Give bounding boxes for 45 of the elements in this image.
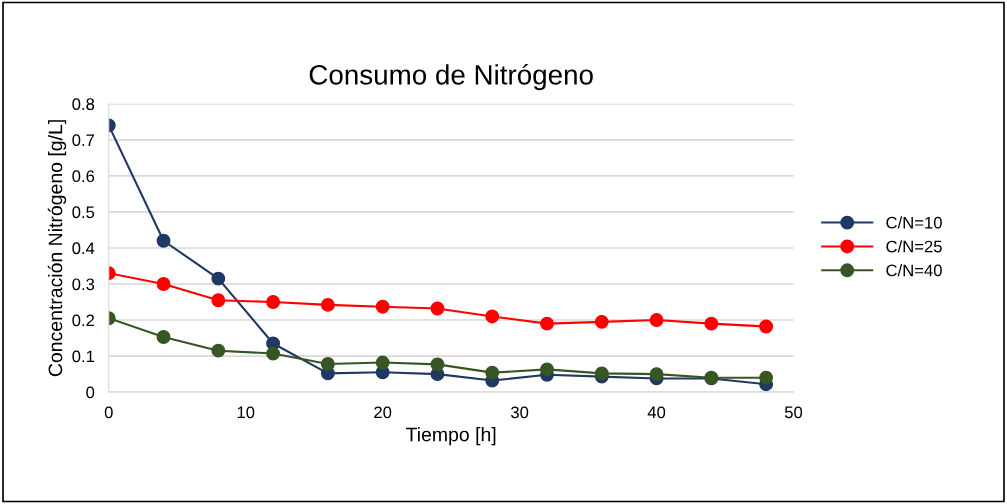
point bbox=[759, 370, 774, 385]
y-axis-title: Concentración Nitrógeno [g/L] bbox=[47, 120, 67, 377]
point bbox=[266, 346, 281, 361]
legend-label: C/N=40 bbox=[886, 264, 942, 277]
point bbox=[594, 314, 609, 329]
y-tick-label: 0.6 bbox=[72, 170, 95, 183]
y-tick-label: 0 bbox=[86, 386, 95, 399]
y-tick-label: 0.1 bbox=[72, 350, 95, 363]
point bbox=[649, 313, 664, 327]
point bbox=[211, 271, 226, 286]
point bbox=[211, 343, 226, 358]
legend-label: C/N=10 bbox=[886, 216, 942, 229]
y-tick-label: 0.5 bbox=[72, 206, 95, 219]
y-tick-label: 0.8 bbox=[72, 98, 95, 111]
point bbox=[320, 357, 335, 371]
point bbox=[375, 299, 390, 314]
x-tick-label: 40 bbox=[647, 406, 666, 419]
y-tick-label: 0.2 bbox=[72, 314, 95, 327]
x-tick-label: 10 bbox=[237, 406, 255, 419]
point bbox=[704, 316, 719, 331]
point bbox=[540, 362, 554, 377]
x-tick-label: 30 bbox=[510, 406, 529, 419]
point bbox=[320, 297, 335, 312]
y-tick-label: 0.7 bbox=[72, 134, 95, 147]
chart-title: Consumo de Nitrógeno bbox=[309, 63, 593, 91]
point bbox=[649, 367, 664, 382]
point bbox=[211, 293, 226, 308]
legend-label: C/N=25 bbox=[886, 240, 942, 253]
y-tick-label: 0.3 bbox=[72, 278, 95, 291]
x-tick-label: 20 bbox=[374, 406, 392, 419]
x-axis-title: Tiempo [h] bbox=[406, 427, 496, 446]
point bbox=[540, 316, 554, 331]
y-tick-label: 0.4 bbox=[72, 242, 95, 255]
point bbox=[266, 295, 281, 309]
point bbox=[430, 357, 445, 372]
point bbox=[156, 330, 171, 344]
point bbox=[375, 355, 390, 370]
point bbox=[430, 301, 445, 316]
point bbox=[156, 233, 171, 248]
x-tick-label: 50 bbox=[784, 406, 803, 419]
point bbox=[759, 319, 774, 334]
x-tick-label: 0 bbox=[104, 406, 113, 419]
point bbox=[485, 365, 500, 380]
point bbox=[485, 309, 500, 324]
point bbox=[156, 277, 171, 291]
